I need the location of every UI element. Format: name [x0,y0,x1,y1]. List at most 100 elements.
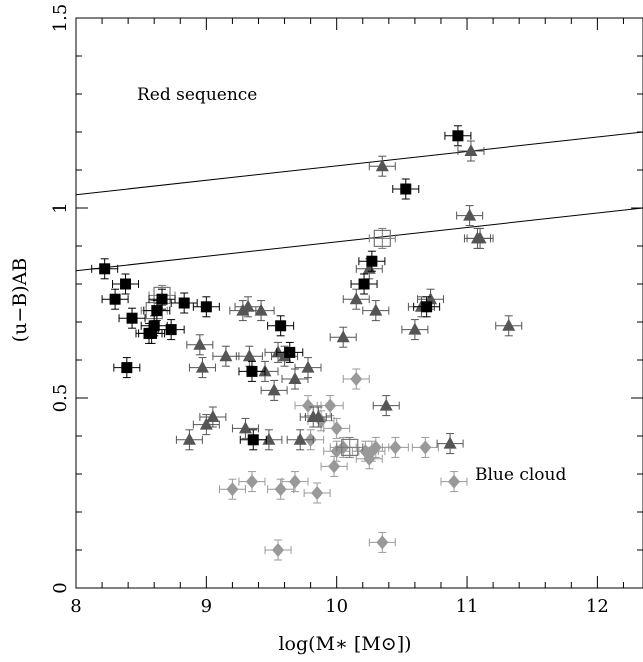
square-marker [121,362,133,374]
diamond-marker [328,459,341,474]
diamond-marker [245,474,258,489]
x-tick-label-11: 11 [456,596,479,617]
square-marker [358,278,370,290]
triangle-marker [464,144,478,156]
diamond-marker [350,372,363,386]
square-marker [246,365,258,377]
square-marker [126,312,138,324]
triangle-point [329,326,357,348]
triangle-marker [182,432,196,445]
diamond-point [320,455,348,477]
diamond-marker [448,474,460,489]
triangle-marker [288,372,302,384]
x-tick-label-12: 12 [586,596,609,617]
square-marker [400,183,412,195]
y-tick-label-1: 1 [50,202,71,213]
x-tick-label-8: 8 [70,596,81,617]
y-tick-label-0: 0 [50,582,71,593]
triangle-marker [195,360,209,373]
diamond-marker [369,440,382,455]
triangle-marker [242,349,256,362]
diamond-point [368,531,396,553]
triangle-point [456,205,484,227]
triangle-point [342,288,370,310]
diamond-marker [311,486,324,500]
square-marker [156,293,168,305]
triangle-marker [408,322,422,335]
triangle-marker [349,292,363,305]
square-point [444,125,472,147]
square-point [413,296,441,318]
square-marker [200,301,212,313]
diamond-point [264,539,292,561]
square-point [276,341,304,363]
diamond-marker [288,474,301,489]
square-marker [109,293,121,305]
triangle-marker [262,432,276,445]
triangle-marker [206,410,220,422]
sequence-line-2 [75,207,643,272]
diamond-point [281,471,309,493]
triangle-point [368,155,396,177]
square-marker [148,320,160,332]
square-point [350,273,378,295]
triangle-point [436,433,464,455]
triangle-point [235,345,263,367]
triangle-marker [369,303,383,316]
square-point [239,429,267,451]
triangle-marker [379,398,393,411]
square-point [91,258,119,280]
annotation-blue-cloud: Blue cloud [475,465,566,485]
square-point [138,322,166,344]
triangle-marker [463,208,477,221]
triangle-marker [271,345,285,358]
square-point [238,360,266,382]
y-tick-label-1.5: 1.5 [50,4,71,33]
open-square-marker [373,229,391,247]
square-marker [275,320,287,332]
x-tick-label-10: 10 [325,596,348,617]
triangle-point [231,417,259,439]
triangle-marker [293,432,307,445]
triangle-point [457,140,485,162]
diamond-marker [302,398,315,413]
square-marker [178,297,190,309]
diamond-marker [324,398,337,413]
square-point [101,288,129,310]
triangle-point [495,315,523,337]
triangle-marker [241,299,255,312]
square-marker [284,346,296,358]
triangle-point [212,345,240,367]
data-points [91,125,523,561]
open-square-marker [341,438,359,456]
diamond-marker [272,543,285,557]
diamond-point [238,471,266,493]
triangle-marker [443,436,457,449]
square-point [148,288,176,310]
square-point [113,357,141,379]
open-square-point [336,436,364,458]
diamond-marker [274,482,287,497]
triangle-point [294,357,322,379]
x-tick-label-9: 9 [201,596,212,617]
diamond-point [342,368,370,390]
triangle-point [281,368,309,390]
square-point [267,315,295,337]
diamond-marker [330,421,343,436]
diamond-marker [226,482,239,497]
diamond-point [316,395,344,417]
diamond-point [303,482,331,504]
triangle-marker [301,360,315,373]
triangle-point [304,406,332,428]
square-marker [99,263,111,275]
diamond-marker [419,440,432,455]
triangle-point [234,296,262,318]
square-point [392,178,420,200]
open-square-point [368,227,396,249]
triangle-marker [336,330,350,343]
triangle-point [362,300,390,322]
square-marker [452,130,464,142]
triangle-marker [424,292,438,305]
annotation-red-sequence: Red sequence [137,85,257,105]
